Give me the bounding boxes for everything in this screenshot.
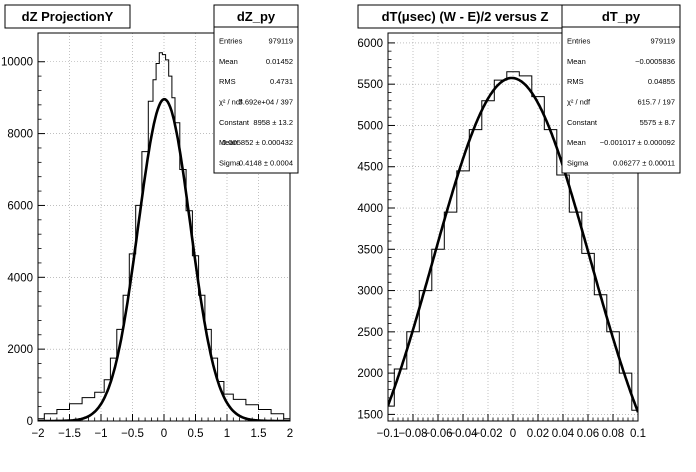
stats-row-value: 0.005852 ± 0.000432 <box>222 138 293 147</box>
stats-row-label: Sigma <box>219 158 241 167</box>
y-tick-label: 4000 <box>7 272 33 284</box>
y-tick-label: 1500 <box>357 409 383 421</box>
stats-row-value: 0.4731 <box>270 77 293 86</box>
histogram-series <box>388 71 638 411</box>
histogram-series <box>38 52 290 420</box>
chart-panel-1: −2 −1.5 −1 −0.5 0 0.5 1 1.5 2 0 2000 4000 6000 8000 10… <box>1 4 299 440</box>
stats-row-value: 979119 <box>269 37 293 46</box>
stats-row-value: −0.0005836 <box>635 57 675 66</box>
stats-row-label: Constant <box>219 118 250 127</box>
y-tick-label: 6000 <box>357 38 383 50</box>
chart-title: dZ ProjectionY <box>22 9 114 24</box>
gaussian-fit-curve <box>38 97 290 421</box>
y-tick-label: 4500 <box>357 162 383 174</box>
x-tick-label: 0.1 <box>630 428 646 440</box>
stats-row-label: χ² / ndf <box>567 98 591 107</box>
x-tick-label: 0.04 <box>552 428 575 440</box>
stats-row-label: RMS <box>567 77 584 86</box>
stats-box <box>213 4 299 174</box>
stats-row-label: Mean <box>219 138 238 147</box>
y-tick-label: 4000 <box>357 203 383 215</box>
x-tick-label: −0.04 <box>448 428 478 440</box>
x-tick-label: −1.5 <box>58 428 81 440</box>
stats-row-value: 3.692e+04 / 397 <box>239 98 293 107</box>
stats-row-value: 0.04855 <box>648 77 675 86</box>
x-tick-label: 0 <box>161 428 167 440</box>
x-tick-label: −0.06 <box>423 428 452 440</box>
x-tick-label: −0.08 <box>398 428 427 440</box>
stats-row-label: Entries <box>567 37 591 46</box>
stats-row-label: Constant <box>567 118 598 127</box>
stats-box <box>561 4 681 174</box>
x-tick-label: 1 <box>224 428 230 440</box>
y-tick-label: 5000 <box>357 120 383 132</box>
stats-row-value: 0.4148 ± 0.0004 <box>239 158 293 167</box>
y-tick-label: 2000 <box>357 368 383 380</box>
x-tick-label: 0.5 <box>188 428 204 440</box>
y-tick-label: 8000 <box>7 129 33 141</box>
y-tick-label: 3500 <box>357 244 383 256</box>
x-tick-label: 0.06 <box>577 428 599 440</box>
stats-row-value: −0.001017 ± 0.000092 <box>600 138 675 147</box>
x-tick-label: −1 <box>94 428 107 440</box>
stats-row-value: 979119 <box>651 37 675 46</box>
stats-row-label: Mean <box>219 57 238 66</box>
stats-row-label: Entries <box>219 37 243 46</box>
stats-row-label: Mean <box>567 138 586 147</box>
x-tick-label: −2 <box>31 428 44 440</box>
y-tick-label: 10000 <box>1 57 33 69</box>
y-tick-label: 5500 <box>357 79 383 91</box>
stats-row-label: RMS <box>219 77 236 86</box>
stats-row-label: Mean <box>567 57 586 66</box>
stats-row-value: 0.01452 <box>266 57 293 66</box>
stats-row-value: 0.06277 ± 0.00011 <box>613 158 675 167</box>
stats-row-value: 8958 ± 13.2 <box>253 118 293 127</box>
stats-row-label: Sigma <box>567 158 589 167</box>
x-tick-label: 2 <box>287 428 293 440</box>
x-tick-label: −0.02 <box>473 428 502 440</box>
y-tick-label: 0 <box>27 416 33 428</box>
chart-title: dT(μsec) (W - E)/2 versus Z <box>382 9 549 24</box>
x-tick-label: 1.5 <box>251 428 267 440</box>
stats-row-value: 615.7 / 197 <box>637 98 675 107</box>
x-tick-label: 0 <box>510 428 516 440</box>
chart-panel-2: −0.1 −0.08−0.06−0.04−0.02 0 0.02 0.04 0.06 0.0… <box>357 4 681 440</box>
y-tick-label: 3000 <box>357 286 383 298</box>
x-tick-label: −0.1 <box>377 428 400 440</box>
x-tick-label: 0.08 <box>602 428 624 440</box>
y-tick-label: 2000 <box>7 344 33 356</box>
stats-box-title: dT_py <box>602 9 641 24</box>
x-tick-label: −0.5 <box>121 428 144 440</box>
x-tick-label: 0.02 <box>527 428 549 440</box>
title-box <box>4 4 131 29</box>
gaussian-fit-curve <box>388 76 638 413</box>
y-tick-label: 6000 <box>7 200 33 212</box>
stats-box-title: dZ_py <box>237 9 276 24</box>
stats-row-label: χ² / ndf <box>219 98 243 107</box>
y-tick-label: 2500 <box>357 327 383 339</box>
stats-row-value: 5575 ± 8.7 <box>640 118 675 127</box>
